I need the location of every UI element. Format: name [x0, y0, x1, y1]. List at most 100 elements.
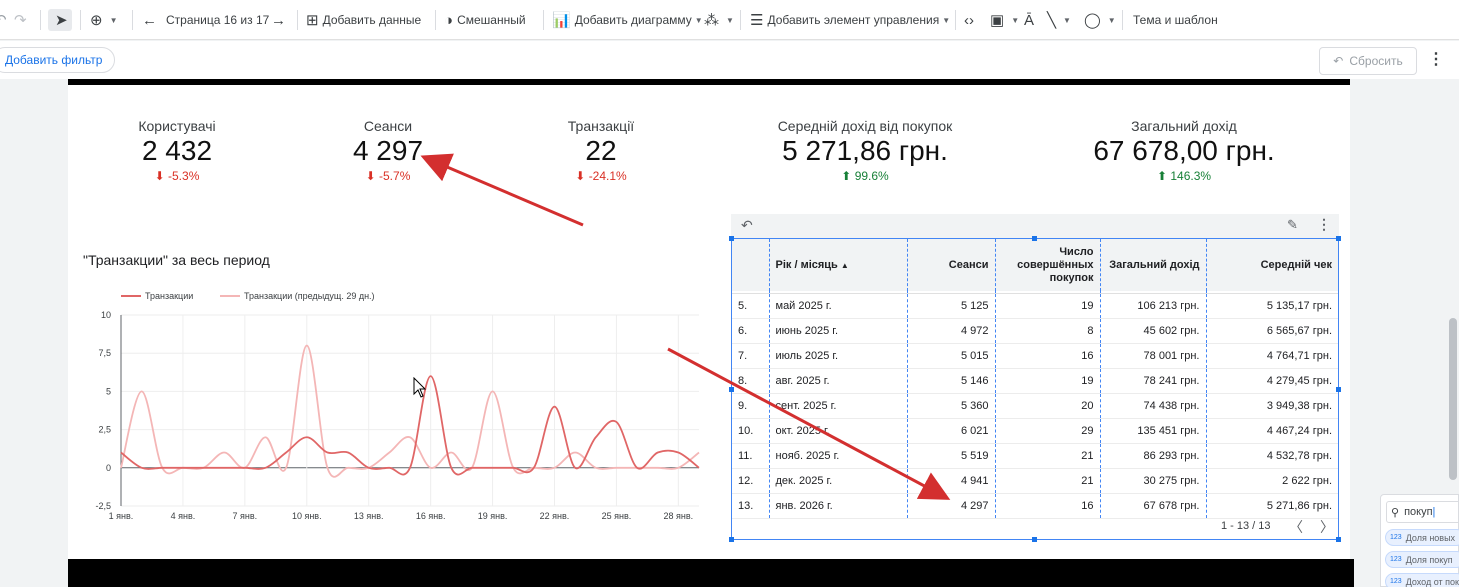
kpi-label: Користувачі — [138, 118, 216, 134]
col-header-month[interactable]: Рік / місяць ▲ — [769, 239, 908, 291]
blend-button[interactable]: ◑ Смешанный — [444, 9, 526, 31]
chevron-left-icon[interactable]: 〈 — [1289, 519, 1303, 535]
kpi-label: Середній дохід від покупок — [777, 118, 953, 134]
field-item[interactable]: 123 Доход от пок — [1385, 573, 1459, 587]
table-row[interactable]: 10. окт. 2025 г. 6 021 29 135 451 грн. 4 467,… — [732, 418, 1338, 444]
resize-handle[interactable] — [1032, 236, 1037, 241]
redo-button[interactable]: ↷ — [14, 9, 31, 31]
embed-code-button[interactable]: ‹› — [964, 9, 978, 31]
table-cell: 4 764,71 грн. — [1206, 343, 1338, 369]
undo-button[interactable]: ↶ — [0, 9, 11, 31]
table-row[interactable]: 9. сент. 2025 г. 5 360 20 74 438 грн. 3 949,3… — [732, 393, 1338, 419]
add-control-button[interactable]: ☰ Добавить элемент управления ▼ — [750, 9, 950, 31]
resize-handle[interactable] — [729, 387, 734, 392]
pencil-icon[interactable]: ✎ — [1287, 217, 1298, 232]
theme-button[interactable]: Тема и шаблон — [1133, 13, 1218, 27]
select-tool-button[interactable]: ➤ — [48, 9, 72, 31]
reset-button[interactable]: ↶ Сбросить — [1319, 47, 1417, 75]
image-icon: ▣ — [990, 12, 1005, 29]
table-row[interactable]: 13. янв. 2026 г. 4 297 16 67 678 грн. 5 271,8… — [732, 493, 1338, 519]
blend-label: Смешанный — [457, 13, 526, 27]
chevron-down-icon: ▼ — [1011, 15, 1020, 25]
table-cell: 135 451 грн. — [1100, 418, 1207, 444]
more-options-icon[interactable]: ⋮ — [1428, 51, 1444, 68]
table-cell: 21 — [995, 468, 1101, 494]
table-cell: 5 360 — [907, 393, 996, 419]
table-cell: 10. — [732, 418, 770, 444]
blend-icon: ◑ — [444, 11, 454, 29]
resize-handle[interactable] — [1336, 387, 1341, 392]
table-cell: 9. — [732, 393, 770, 419]
reset-icon: ↶ — [1333, 54, 1344, 68]
col-header-sessions[interactable]: Сеанси — [907, 239, 996, 291]
field-item[interactable]: 123 Доля покуп — [1385, 551, 1459, 568]
scrollbar-thumb[interactable] — [1449, 318, 1457, 480]
shape-button[interactable]: ◯ ▼ — [1084, 9, 1116, 31]
table-cell: нояб. 2025 г. — [769, 443, 908, 469]
table-row[interactable]: 6. июнь 2025 г. 4 972 8 45 602 грн. 6 565,67 … — [732, 318, 1338, 344]
field-item[interactable]: 123 Доля новых — [1385, 529, 1459, 546]
text-button[interactable]: Ā — [1024, 9, 1038, 31]
prev-page-button[interactable]: ← — [142, 9, 161, 31]
kpi-sessions[interactable]: Сеанси 4 297 ⬇ -5.7% — [318, 118, 458, 183]
kpi-label: Транзакції — [567, 118, 635, 134]
resize-handle[interactable] — [1032, 537, 1037, 542]
field-search-input[interactable]: ⚲ покуп | — [1386, 501, 1459, 523]
series-line-0 — [120, 375, 700, 476]
kpi-delta: ⬇ -5.7% — [365, 169, 411, 183]
zoom-button[interactable]: ⊕ ▼ — [90, 9, 118, 31]
arrow-down-icon: ⬇ — [154, 169, 165, 183]
table-header-bar: ↶ ✎ ⋮ — [731, 214, 1339, 238]
image-button[interactable]: ▣ ▼ — [990, 9, 1019, 31]
resize-handle[interactable] — [1336, 236, 1341, 241]
chevron-right-icon[interactable]: 〉 — [1320, 519, 1334, 535]
x-tick-label: 28 янв. — [664, 511, 694, 521]
page-indicator[interactable]: Страница 16 из 17 — [166, 13, 270, 27]
sort-asc-icon: ▲ — [840, 260, 849, 270]
line-button[interactable]: ╲ ▼ — [1047, 9, 1071, 31]
table-cell: сент. 2025 г. — [769, 393, 908, 419]
line-icon: ╲ — [1047, 12, 1057, 29]
kpi-total-revenue[interactable]: Загальний дохід 67 678,00 грн. ⬆ 146.3% — [1074, 118, 1294, 183]
add-data-button[interactable]: ⊞ Добавить данные — [306, 9, 421, 31]
table-row[interactable]: 11. нояб. 2025 г. 5 519 21 86 293 грн. 4 532,… — [732, 443, 1338, 469]
table-row[interactable]: 8. авг. 2025 г. 5 146 19 78 241 грн. 4 279,45… — [732, 368, 1338, 394]
legend-label: Транзакции (предыдущ. 29 дн.) — [244, 291, 375, 301]
col-header-avg-check[interactable]: Середній чек — [1206, 239, 1338, 291]
kpi-transactions[interactable]: Транзакції 22 ⬇ -24.1% — [531, 118, 671, 183]
table-cell: 8 — [995, 318, 1101, 344]
community-viz-button[interactable]: ⁂ ▼ — [704, 9, 734, 31]
add-chart-button[interactable]: 📊 Добавить диаграмму ▼ — [552, 9, 703, 31]
table-cell: 16 — [995, 493, 1101, 519]
text-icon: Ā — [1024, 11, 1035, 29]
resize-handle[interactable] — [729, 537, 734, 542]
line-chart[interactable]: 10 7,5 5 2,5 0 -2,51 янв. 4 янв. 7 янв. 10 янв. 1… — [82, 285, 712, 530]
resize-handle[interactable] — [729, 236, 734, 241]
kpi-users[interactable]: Користувачі 2 432 ⬇ -5.3% — [107, 118, 247, 183]
add-chart-icon: 📊 — [552, 12, 571, 29]
more-vert-icon[interactable]: ⋮ — [1317, 216, 1331, 232]
number-type-icon: 123 — [1390, 578, 1402, 585]
zoom-icon: ⊕ — [90, 12, 103, 29]
kpi-delta: ⬆ 99.6% — [841, 169, 889, 183]
chevron-down-icon: ▼ — [1107, 15, 1116, 25]
col-header-purchases[interactable]: Число совершённых покупок — [995, 239, 1101, 291]
data-table[interactable]: Рік / місяць ▲ Сеанси Число совершённых … — [731, 238, 1339, 540]
next-page-button[interactable]: → — [271, 9, 290, 31]
table-row[interactable]: 5. май 2025 г. 5 125 19 106 213 грн. 5 135,17… — [732, 293, 1338, 319]
x-tick-label: 22 янв. — [540, 511, 570, 521]
canvas-bottom-edge — [68, 559, 1354, 587]
add-filter-button[interactable]: Добавить фильтр — [0, 47, 116, 73]
col-header-revenue[interactable]: Загальний дохід — [1100, 239, 1207, 291]
table-row[interactable]: 7. июль 2025 г. 5 015 16 78 001 грн. 4 764,71… — [732, 343, 1338, 369]
table-row[interactable]: 12. дек. 2025 г. 4 941 21 30 275 грн. 2 622 г… — [732, 468, 1338, 494]
kpi-avg-purchase-revenue[interactable]: Середній дохід від покупок 5 271,86 грн.… — [755, 118, 975, 183]
table-cell: 13. — [732, 493, 770, 519]
y-tick-label: 0 — [106, 463, 111, 473]
table-cell: 5 271,86 грн. — [1206, 493, 1338, 519]
undo-icon[interactable]: ↶ — [741, 217, 753, 233]
table-cell: 5 135,17 грн. — [1206, 293, 1338, 319]
table-cell: 78 001 грн. — [1100, 343, 1207, 369]
table-cell: 11. — [732, 443, 770, 469]
resize-handle[interactable] — [1336, 537, 1341, 542]
